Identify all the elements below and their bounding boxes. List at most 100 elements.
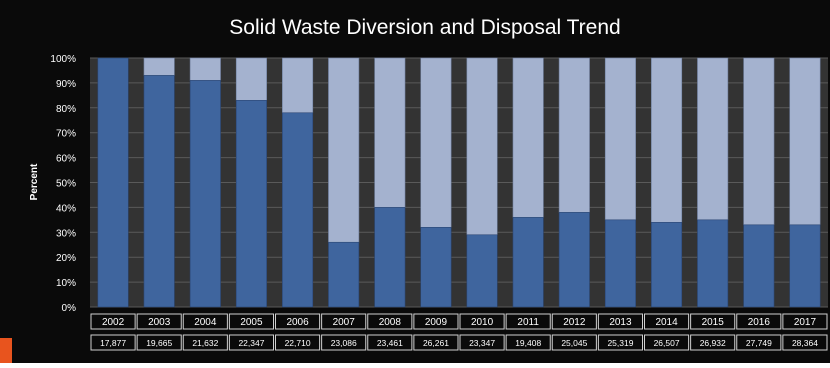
table-value-label: 28,364 [792,338,818,348]
x-tick-label: 2017 [794,317,817,328]
bar-segment-bottom [143,75,175,308]
category-cell [90,313,136,330]
x-tick-label: 2014 [655,317,678,328]
category-cell [690,313,736,330]
bar-segment-top [697,57,729,221]
y-tick-label: 10% [56,278,76,289]
y-tick-label: 80% [56,104,76,115]
table-cell [597,334,643,351]
x-tick-label: 2012 [563,317,586,328]
x-tick-label: 2007 [333,317,356,328]
table-cell [136,334,182,351]
category-cell [182,313,228,330]
bar-segment-bottom [697,219,729,308]
x-tick-label: 2006 [286,317,309,328]
bar-segment-bottom [282,112,314,308]
table-cell [275,334,321,351]
bar-segment-top [235,57,267,101]
y-tick-label: 90% [56,79,76,90]
x-tick-label: 2015 [702,317,725,328]
category-cell [275,313,321,330]
table-value-label: 25,319 [607,338,633,348]
category-cell [136,313,182,330]
accent-tab [0,338,12,363]
table-value-label: 23,461 [377,338,403,348]
table-cell [90,334,136,351]
y-tick-label: 100% [50,54,76,65]
y-tick-label: 50% [56,179,76,190]
x-tick-label: 2016 [748,317,771,328]
bar-segment-bottom [512,217,544,308]
bar-segment-top [420,57,452,228]
bar-segment-top [374,57,406,208]
bar-segment-bottom [235,100,267,308]
table-cell [736,334,782,351]
bar-segment-top [189,57,221,81]
table-value-label: 17,877 [100,338,126,348]
y-tick-label: 60% [56,154,76,165]
table-cell [182,334,228,351]
bar-segment-top [743,57,775,226]
table-value-label: 19,408 [515,338,541,348]
bar-segment-top [512,57,544,218]
table-value-label: 23,086 [331,338,357,348]
y-tick-label: 30% [56,228,76,239]
bar-segment-bottom [558,212,590,308]
category-cell [597,313,643,330]
table-value-label: 21,632 [192,338,218,348]
table-cell [459,334,505,351]
x-tick-label: 2004 [194,317,217,328]
chart-title: Solid Waste Diversion and Disposal Trend [229,16,620,39]
y-tick-label: 20% [56,253,76,264]
table-value-label: 23,347 [469,338,495,348]
table-cell [367,334,413,351]
table-value-label: 26,261 [423,338,449,348]
table-value-label: 26,932 [700,338,726,348]
table-cell [413,334,459,351]
bar-segment-bottom [604,219,636,308]
category-cell [413,313,459,330]
category-cell [736,313,782,330]
table-cell [228,334,274,351]
bar-segment-bottom [328,241,360,308]
table-value-label: 27,749 [746,338,772,348]
bar-segment-top [558,57,590,213]
table-value-label: 19,665 [146,338,172,348]
bar-segment-bottom [466,234,498,308]
x-tick-label: 2002 [102,317,125,328]
bar-segment-bottom [420,227,452,308]
category-cell [228,313,274,330]
bar-segment-bottom [789,224,821,308]
x-tick-label: 2005 [240,317,263,328]
table-cell [782,334,828,351]
table-value-label: 22,710 [285,338,311,348]
table-cell [690,334,736,351]
bar-segment-bottom [189,80,221,308]
table-cell [321,334,367,351]
y-tick-label: 70% [56,129,76,140]
y-axis-label: Percent [29,163,40,200]
y-tick-label: 40% [56,203,76,214]
category-cell [505,313,551,330]
table-cell [644,334,690,351]
table-value-label: 22,347 [238,338,264,348]
x-tick-label: 2010 [471,317,494,328]
category-cell [782,313,828,330]
bar-segment-top [282,57,314,114]
bar-segment-top [143,57,175,76]
plot-area: 0% 10% 20% 30% 40% 50% 60% 70% 80% 90% 100% 2002 17,… [50,54,828,351]
y-tick-label: 0% [62,303,77,314]
bar-segment-top [466,57,498,236]
table-value-label: 26,507 [654,338,680,348]
category-cell [644,313,690,330]
category-cell [367,313,413,330]
table-cell [551,334,597,351]
bar-segment-bottom [651,222,683,308]
table-cell [505,334,551,351]
category-cell [551,313,597,330]
bar-segment-top [789,57,821,226]
bar-segment-top [328,57,360,243]
x-tick-label: 2003 [148,317,171,328]
